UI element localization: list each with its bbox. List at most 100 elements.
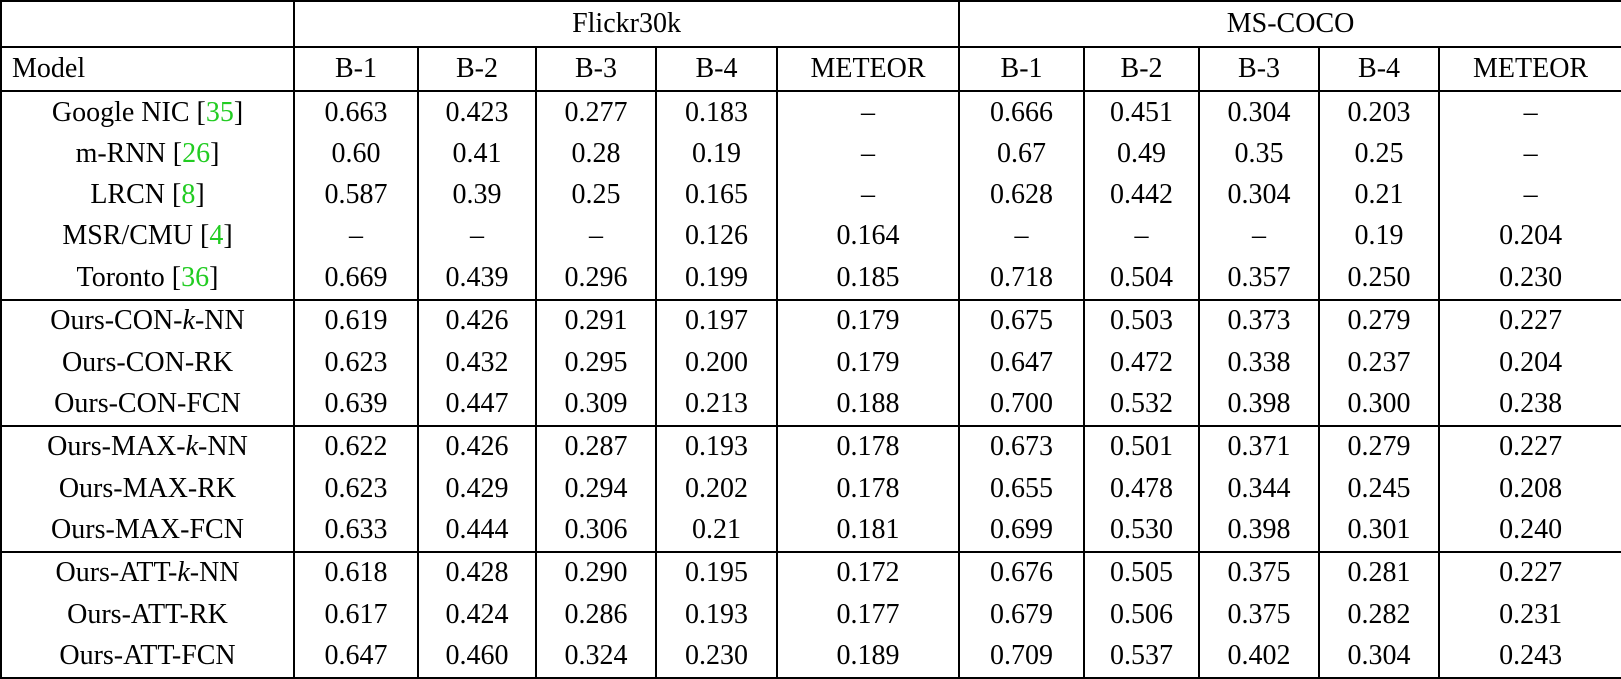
model-cell: Toronto [36] [0,257,295,300]
column-header-metric: B-3 [535,47,657,92]
metric-cell: 0.195 [655,550,778,595]
metric-cell: 0.227 [1438,424,1621,469]
metric-cell: 0.35 [1198,133,1321,175]
metric-cell: 0.306 [535,509,657,552]
metric-cell: 0.279 [1318,298,1441,342]
metric-cell: 0.183 [655,91,778,134]
metric-cell: 0.537 [1083,635,1201,678]
metric-cell: – [1438,91,1621,134]
model-cell: Ours-CON-FCN [0,383,295,426]
metric-cell: 0.286 [535,594,657,636]
model-name-text: Ours-ATT- [55,557,178,589]
column-header-metric: METEOR [775,47,961,92]
metric-cell: 0.204 [1438,215,1621,258]
metric-cell: 0.188 [775,383,961,426]
metric-cell: – [1438,174,1621,216]
metric-cell: 0.291 [535,298,657,342]
column-header-metric: B-1 [958,47,1086,92]
metric-cell: 0.398 [1198,383,1321,426]
metric-cell: 0.442 [1083,174,1201,216]
metric-cell: 0.675 [958,298,1086,342]
table-row: Ours-ATT-FCN 0.647 0.460 0.324 0.230 0.189 0.7… [0,635,1621,678]
metric-cell: 0.633 [293,509,419,552]
metric-cell: 0.304 [1318,635,1441,678]
model-name-text: LRCN [ [90,179,182,211]
metric-cell: 0.619 [293,298,419,342]
model-name-text: -NN [194,305,245,337]
metric-cell: 0.375 [1198,594,1321,636]
metric-cell: 0.181 [775,509,961,552]
metric-cell: 0.240 [1438,509,1621,552]
metric-cell: 0.60 [293,133,419,175]
metric-cell: 0.309 [535,383,657,426]
column-header-metric: B-3 [1198,47,1321,92]
metric-cell: 0.679 [958,594,1086,636]
model-cell: m-RNN [26] [0,133,295,175]
model-cell: LRCN [8] [0,174,295,216]
metric-cell: 0.28 [535,133,657,175]
math-k-variable: k [185,431,199,463]
math-k-variable: k [182,305,195,337]
metric-cell: 0.238 [1438,383,1621,426]
metric-cell: 0.447 [417,383,537,426]
model-cell: Ours-ATT-k-NN [0,550,295,595]
metric-cell: 0.647 [293,635,419,678]
metric-cell: 0.503 [1083,298,1201,342]
metric-cell: – [775,91,961,134]
metric-cell: 0.444 [417,509,537,552]
metric-cell: 0.49 [1083,133,1201,175]
metric-cell: 0.718 [958,257,1086,300]
model-name-text: ] [233,96,244,128]
metric-cell: 0.294 [535,468,657,510]
table-row: Google NIC [35] 0.663 0.423 0.277 0.183–0.66… [0,91,1621,134]
metric-cell: 0.172 [775,550,961,595]
column-header-metric: B-1 [293,47,419,92]
model-cell: Ours-MAX-RK [0,468,295,510]
metric-cell: 0.200 [655,341,778,384]
model-name-text: -NN [198,431,248,463]
metric-cell: 0.237 [1318,341,1441,384]
metric-cell: 0.709 [958,635,1086,678]
metric-cell: 0.423 [417,91,537,134]
math-k-variable: k [177,557,190,589]
metric-cell: – [1198,215,1321,258]
model-cell: MSR/CMU [4] [0,215,295,258]
table-row: Ours-CON-FCN 0.639 0.447 0.309 0.213 0.188 0.7… [0,383,1621,426]
metric-cell: 0.478 [1083,468,1201,510]
metric-cell: 0.126 [655,215,778,258]
metric-cell: – [1438,133,1621,175]
metric-cell: 0.230 [655,635,778,678]
model-name-text: Ours-MAX- [47,431,186,463]
metric-cell: 0.676 [958,550,1086,595]
metric-cell: 0.472 [1083,341,1201,384]
metric-cell: – [535,215,657,258]
metric-cell: 0.193 [655,594,778,636]
metric-cell: 0.179 [775,341,961,384]
metric-cell: 0.617 [293,594,419,636]
metric-cell: 0.204 [1438,341,1621,384]
table-row: m-RNN [26] 0.60 0.41 0.28 0.19–0.67 0.49 0.35 0… [0,133,1621,175]
model-name-text: Ours-CON-FCN [54,387,241,419]
empty-corner-cell [0,1,295,48]
citation-number: 8 [181,179,196,211]
model-name-text: ] [223,220,233,252]
metric-cell: 0.460 [417,635,537,678]
metric-cell: 0.429 [417,468,537,510]
model-name-text: Ours-ATT-FCN [59,640,236,672]
model-name-text: ] [195,179,205,211]
metric-cell: 0.628 [958,174,1086,216]
metric-cell: 0.21 [655,509,778,552]
dataset-header-mscoco: MS-COCO [958,1,1621,48]
metric-cell: – [958,215,1086,258]
metric-cell: – [775,174,961,216]
model-cell: Ours-CON-RK [0,341,295,384]
model-name-text: Ours-MAX-FCN [51,514,244,546]
column-header-metric: B-4 [1318,47,1441,92]
metric-cell: 0.426 [417,298,537,342]
model-name-text: Ours-MAX-RK [58,472,237,504]
model-name-text: m-RNN [ [75,138,183,170]
table-row: Ours-MAX-k-NN 0.622 0.426 0.287 0.193 0.178 0.… [0,424,1621,469]
metric-cell: 0.324 [535,635,657,678]
metric-cell: – [1083,215,1201,258]
